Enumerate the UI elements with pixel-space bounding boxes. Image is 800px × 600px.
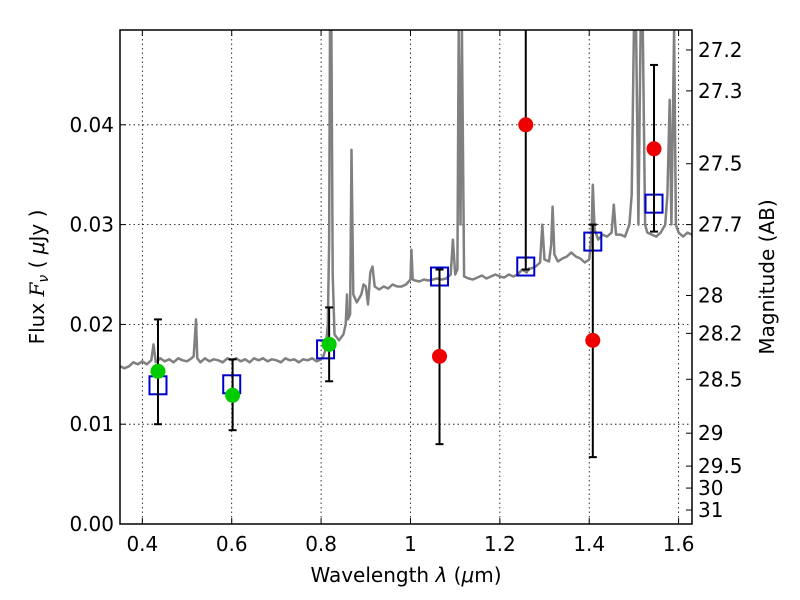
x-axis-label: Wavelength λ (μm) — [310, 563, 501, 587]
red-data-point — [646, 141, 662, 157]
x-tick-label: 1 — [404, 532, 417, 556]
grid — [120, 30, 692, 524]
y-tick-label: 0.00 — [69, 512, 114, 536]
red-data-point — [585, 332, 601, 348]
y2-tick-label: 27.7 — [698, 213, 743, 237]
red-data-point — [432, 348, 448, 364]
y2-tick-label: 29.5 — [698, 454, 743, 478]
red-data-point — [518, 117, 534, 133]
y2-axis-label: Magnitude (AB) — [755, 199, 779, 354]
plot-area — [120, 30, 692, 459]
y2-tick-label: 30 — [698, 476, 723, 500]
y-tick-label: 0.02 — [69, 312, 114, 336]
x-tick-label: 0.8 — [305, 532, 337, 556]
x-tick-label: 0.4 — [126, 532, 158, 556]
y2-tick-label: 28.2 — [698, 321, 743, 345]
y2-tick-label: 27.5 — [698, 152, 743, 176]
plot-frame — [119, 29, 693, 525]
y2-tick-label: 28 — [698, 283, 723, 307]
y2-tick-label: 28.5 — [698, 367, 743, 391]
x-tick-label: 1.4 — [573, 532, 605, 556]
y-axis-label: Flux Fν ( μJy ) — [25, 210, 52, 345]
x-axis: 0.4 0.6 0.8 1 1.2 1.4 1.6 — [126, 30, 695, 556]
y2-tick-label: 29 — [698, 421, 723, 445]
y2-tick-label: 27.3 — [698, 79, 743, 103]
x-tick-label: 1.2 — [484, 532, 516, 556]
green-data-point — [150, 363, 166, 379]
x-tick-label: 0.6 — [216, 532, 248, 556]
green-data-point — [225, 387, 241, 403]
y-tick-label: 0.03 — [69, 213, 114, 237]
green-data-point — [321, 336, 337, 352]
y-tick-label: 0.01 — [69, 412, 114, 436]
x-tick-label: 1.6 — [663, 532, 695, 556]
y-tick-label: 0.04 — [69, 113, 114, 137]
y2-tick-label: 31 — [698, 498, 723, 522]
y2-tick-label: 27.2 — [698, 38, 743, 62]
y-axis: 0.00 0.01 0.02 0.03 0.04 — [69, 113, 126, 536]
